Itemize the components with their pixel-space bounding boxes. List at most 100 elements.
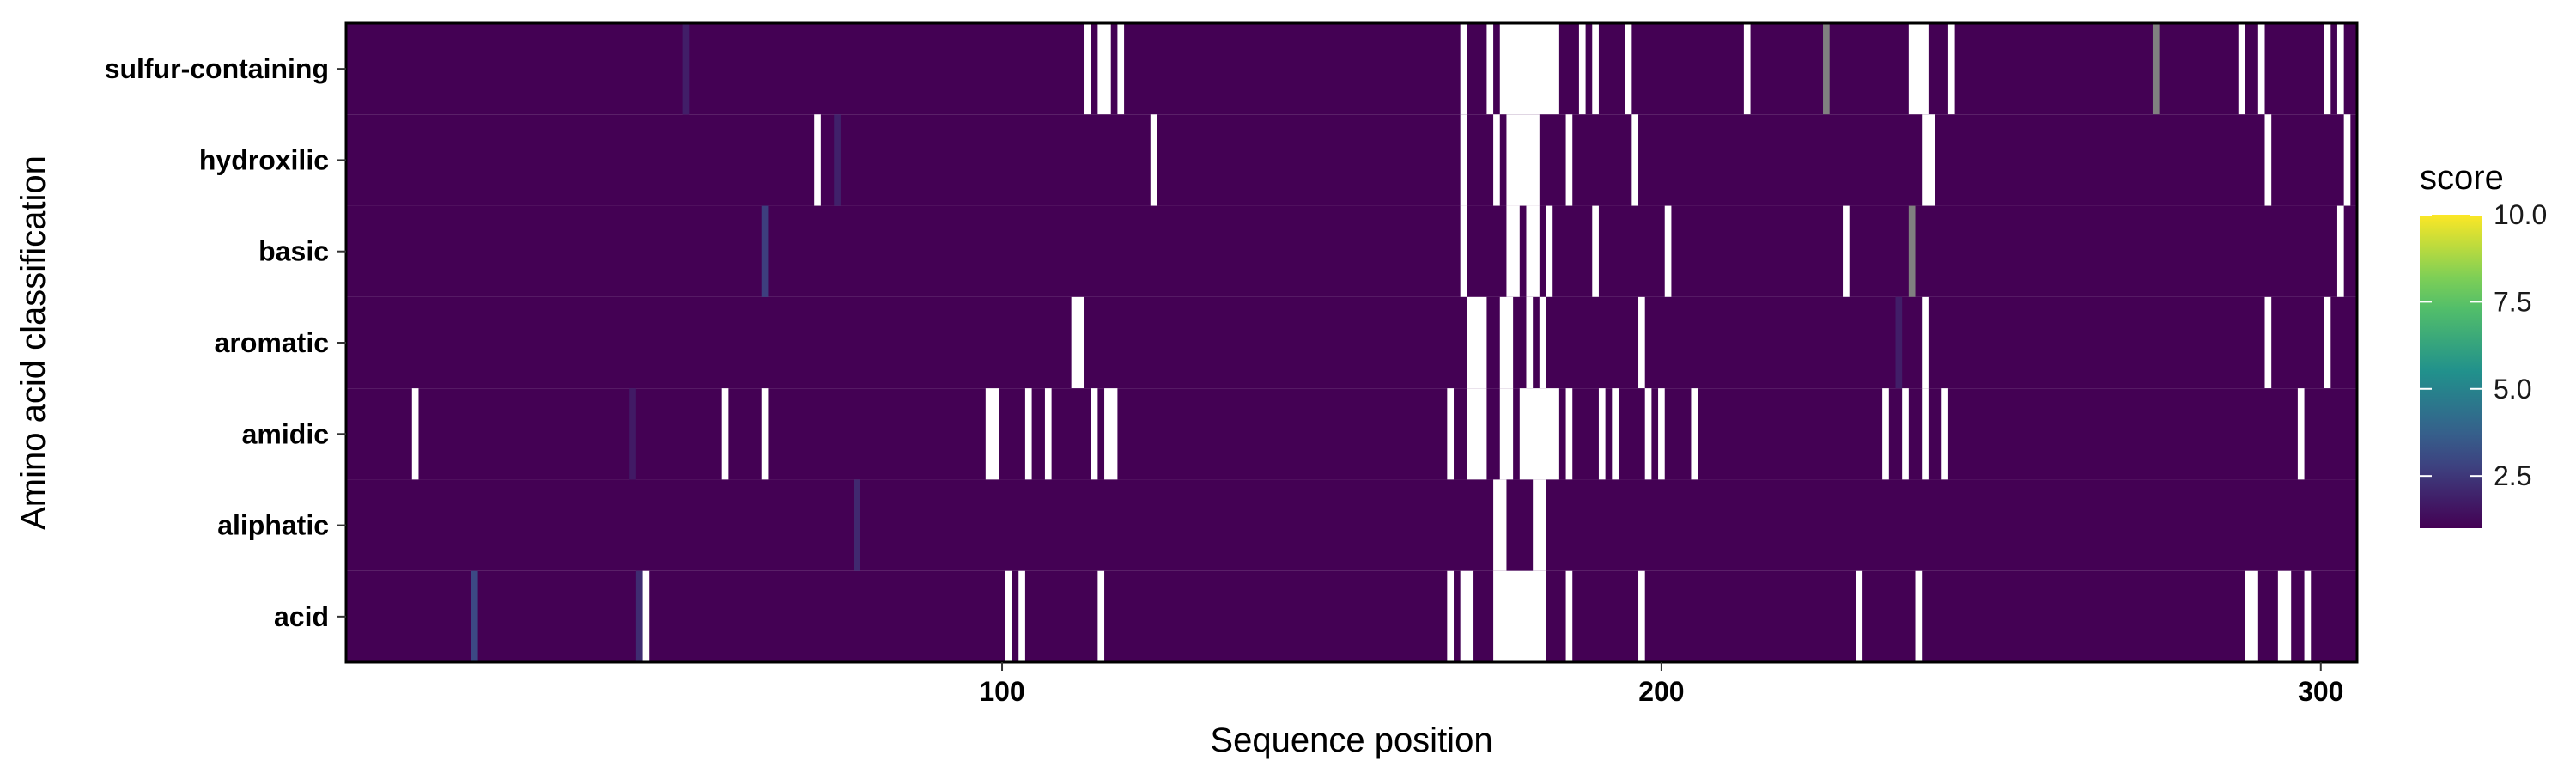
heatmap-cell-missing [1018,570,1025,662]
heatmap-cell-missing [721,388,729,480]
heatmap-cell-missing [1644,388,1652,480]
heatmap-cell-na [1823,23,1830,115]
x-axis-title: Sequence position [1210,721,1492,759]
heatmap-cell-missing [2238,23,2245,115]
heatmap-cell [629,388,636,480]
heatmap-cell-missing [1071,296,1085,389]
heatmap-cell-missing [1024,388,1032,480]
heatmap-cell-missing [1638,296,1645,389]
heatmap-cells [346,23,2357,662]
heatmap-cell [471,570,478,662]
heatmap-cell-missing [1493,479,1507,571]
heatmap-cell-missing [1592,23,1599,115]
heatmap-cell-missing [1565,388,1573,480]
y-axis-title: Amino acid classification [15,155,52,530]
heatmap-cell-missing [1506,114,1540,206]
heatmap-cell-missing [1150,114,1157,206]
heatmap-cell [761,205,769,297]
heatmap-cell-missing [642,570,650,662]
heatmap-cell-missing [2297,388,2305,480]
y-axis: sulfur-containing hydroxilic basic aromatic… [105,53,346,632]
heatmap-cell-missing [1486,23,1494,115]
y-tick-label: hydroxilic [199,144,329,175]
heatmap-cell-missing [1533,479,1546,571]
heatmap-row-basic [346,205,2357,297]
heatmap-cell-missing [814,114,821,206]
heatmap-cell-missing [1915,570,1923,662]
x-tick-label: 100 [979,676,1024,707]
heatmap-cell-missing [1578,23,1586,115]
heatmap-cell-na [1908,205,1916,297]
heatmap-cell-missing [1691,388,1698,480]
heatmap-cell-missing [1922,388,1929,480]
heatmap-cell-missing [2264,296,2272,389]
heatmap-cell-missing [1097,23,1111,115]
heatmap-cell-missing [761,388,769,480]
x-axis: 100 200 300 [979,662,2343,707]
y-tick-label: aromatic [215,327,329,358]
heatmap-cell-missing [2264,114,2272,206]
heatmap-cell-missing [1493,570,1546,662]
heatmap-cell-missing [1097,570,1105,662]
heatmap-cell-missing [1005,570,1012,662]
heatmap-cell-missing [2336,205,2344,297]
heatmap-cell-missing [2343,114,2351,206]
heatmap-cell-missing [2245,570,2258,662]
heatmap-cell-missing [1539,296,1546,389]
heatmap-cell-missing [1104,388,1118,480]
x-tick-label: 300 [2298,676,2343,707]
y-tick-label: sulfur-containing [105,53,329,84]
heatmap-cell-missing [1084,23,1091,115]
heatmap-row-background [346,205,2357,297]
heatmap-cell-missing [1526,205,1540,297]
heatmap-cell-missing [1592,205,1599,297]
heatmap-cell-missing [1631,114,1639,206]
heatmap-cell-missing [1598,388,1606,480]
heatmap-cell-missing [1546,205,1553,297]
heatmap-cell-missing [1447,570,1455,662]
heatmap-cell-missing [1519,388,1559,480]
legend-tick-label: 10.0 [2494,199,2547,230]
heatmap-cell-missing [1460,23,1467,115]
heatmap-cell-missing [1922,114,1935,206]
heatmap-cell-missing [1743,23,1751,115]
heatmap-cell-missing [1493,114,1500,206]
heatmap-cell-missing [1447,388,1455,480]
heatmap-cell-missing [1044,388,1052,480]
heatmap-cell-missing [1882,388,1889,480]
legend-colorbar [2420,215,2482,528]
y-tick-label: basic [258,236,329,267]
heatmap-row-background [346,479,2357,571]
heatmap-cell-missing [1664,205,1672,297]
heatmap-cell-missing [2304,570,2312,662]
heatmap-cell-missing [1091,388,1098,480]
heatmap-cell-missing [1658,388,1665,480]
y-tick-label: acid [274,601,329,632]
heatmap-cell-missing [1460,114,1467,206]
heatmap-row-hydroxilic [346,114,2357,206]
heatmap-row-amidic [346,388,2357,480]
heatmap-cell-missing [1499,23,1559,115]
heatmap-cell-missing [2324,23,2331,115]
heatmap-cell [682,23,690,115]
heatmap-cell-missing [1922,296,1929,389]
color-legend: score 2.5 5.0 7.5 10.0 [2420,159,2547,528]
x-tick-label: 200 [1638,676,1684,707]
y-tick-label: aliphatic [217,510,329,541]
heatmap-cell [635,570,643,662]
legend-tick-label: 5.0 [2494,374,2531,405]
heatmap-cell [854,479,860,571]
heatmap-cell-na [2152,23,2160,115]
heatmap-row-background [346,570,2357,662]
heatmap-cell-missing [1856,570,1863,662]
legend-tick-label: 2.5 [2494,460,2531,491]
heatmap-cell-missing [1902,388,1909,480]
heatmap-cell-missing [1625,23,1632,115]
heatmap-cell-missing [2257,23,2265,115]
heatmap-cell-missing [1499,296,1514,389]
legend-tick-label: 7.5 [2494,286,2531,317]
heatmap-row-background [346,388,2357,480]
heatmap-cell-missing [1843,205,1850,297]
heatmap-cell-missing [2324,296,2331,389]
heatmap-cell-missing [1612,388,1619,480]
